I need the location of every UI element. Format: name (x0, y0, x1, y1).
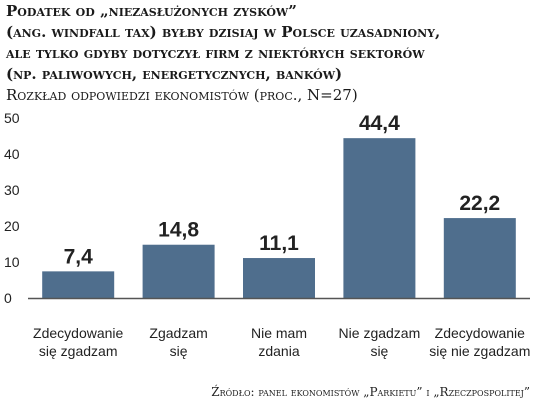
bar (343, 138, 416, 298)
bar (42, 271, 115, 298)
data-label: 11,1 (259, 232, 299, 255)
category-label: się (170, 343, 188, 359)
category-label: się (370, 343, 388, 359)
title-line-2: (ang. windfall tax) byłby dzisiaj w Pols… (6, 23, 440, 41)
bar (243, 258, 315, 298)
y-tick-label: 10 (4, 254, 20, 270)
data-label: 7,4 (64, 245, 94, 268)
category-label: Zdecydowanie (435, 325, 525, 341)
category-label: się zgadzam (39, 343, 118, 359)
chart-subtitle: Rozkład odpowiedzi ekonomistów (proc., N… (6, 86, 358, 104)
y-tick-label: 50 (4, 110, 20, 126)
category-label: Nie zgadzam (339, 325, 421, 341)
data-label: 22,2 (459, 192, 500, 215)
bar (443, 218, 516, 298)
bar (142, 244, 215, 298)
source-note: Źródło: panel ekonomistów „Parkietu” i „… (211, 384, 530, 399)
y-tick-label: 40 (4, 146, 20, 162)
plot-area: 0 10 20 30 40 50 7,4 Zdecydowanie się zgadzam 14,… (4, 110, 530, 359)
y-tick-label: 30 (4, 182, 20, 198)
y-tick-label: 20 (4, 218, 20, 234)
category-label: się nie zgadzam (429, 343, 530, 359)
category-label: Nie mam (251, 325, 307, 341)
title-line-1: Podatek od „niezasłużonych zysków” (6, 2, 297, 20)
category-label: Zgadzam (149, 325, 207, 341)
category-label: zdania (258, 343, 299, 359)
title-line-4: (np. paliwowych, energetycznych, banków) (6, 65, 342, 83)
chart-title: Podatek od „niezasłużonych zysków” (ang.… (5, 2, 440, 83)
title-line-3: ale tylko gdyby dotyczył firm z niektóry… (5, 44, 425, 62)
data-label: 14,8 (158, 219, 199, 242)
data-label: 44,4 (359, 112, 400, 135)
y-tick-label: 0 (4, 290, 12, 306)
category-label: Zdecydowanie (33, 325, 123, 341)
